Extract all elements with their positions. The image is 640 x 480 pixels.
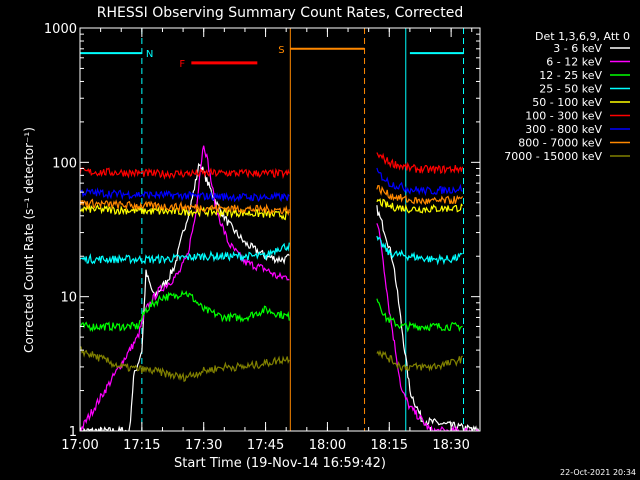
plot-frame [79, 27, 481, 432]
series-line-3-part-1 [80, 289, 290, 333]
x-tick-label: 17:00 [61, 438, 98, 453]
chart-annotations: N F S [80, 28, 465, 431]
y-axis-label: Corrected Count Rate (s⁻¹ detector⁻¹) [22, 127, 36, 353]
footer-date: 22-Oct-2021 20:34 [560, 468, 636, 477]
legend-title: Det 1,3,6,9, Att 0 [535, 30, 630, 43]
x-tick-label: 18:30 [432, 438, 469, 453]
chart-axes: 1 10 100 1000 17:00 17:15 17:30 17:45 18:00 18:15… [44, 22, 481, 453]
chart-series [80, 145, 480, 431]
legend-item-label: 25 - 50 keV [539, 83, 602, 96]
y-tick-label: 1000 [44, 22, 77, 37]
legend-item-label: 6 - 12 keV [546, 56, 602, 69]
x-tick-label: 17:30 [185, 438, 222, 453]
legend-item-label: 50 - 100 keV [532, 96, 602, 109]
x-tick-label: 18:00 [309, 438, 346, 453]
series-line-3-part-2 [376, 298, 463, 333]
y-tick-label: 1 [69, 425, 77, 440]
series-line-5-part-1 [80, 204, 290, 221]
y-tick-label: 100 [52, 156, 77, 171]
annotation-S-label: S [278, 45, 284, 56]
x-axis-label: Start Time (19-Nov-14 16:59:42) [174, 456, 386, 471]
series-line-4-part-1 [80, 242, 290, 265]
legend-item-label: 3 - 6 keV [553, 42, 602, 55]
annotation-N-label: N [146, 49, 153, 60]
series-line-6-part-2 [376, 152, 464, 175]
x-tick-label: 18:15 [371, 438, 408, 453]
y-tick-label: 10 [60, 291, 77, 306]
series-line-9-part-2 [376, 349, 463, 373]
legend-item-label: 800 - 7000 keV [518, 137, 602, 150]
series-line-6-part-1 [80, 167, 290, 180]
series-line-7-part-2 [376, 167, 463, 197]
series-line-2-part-2 [376, 223, 480, 431]
series-line-9-part-1 [80, 346, 290, 383]
x-tick-label: 17:45 [247, 438, 284, 453]
legend-item-label: 100 - 300 keV [525, 110, 602, 123]
series-line-2-part-1 [80, 145, 290, 431]
series-line-5-part-2 [376, 197, 463, 214]
x-tick-label: 17:15 [123, 438, 160, 453]
annotation-F-label: F [179, 59, 185, 70]
series-line-1-part-1 [80, 162, 290, 431]
legend-item-label: 300 - 800 keV [525, 123, 602, 136]
series-line-7-part-1 [80, 187, 290, 203]
series-line-1-part-2 [376, 205, 480, 431]
series-line-8-part-1 [80, 198, 290, 216]
chart-title: RHESSI Observing Summary Count Rates, Co… [97, 5, 463, 21]
legend-item-label: 7000 - 15000 keV [504, 150, 602, 163]
series-line-4-part-2 [376, 235, 463, 266]
series-line-8-part-2 [376, 184, 464, 206]
legend-item-label: 12 - 25 keV [539, 69, 602, 82]
